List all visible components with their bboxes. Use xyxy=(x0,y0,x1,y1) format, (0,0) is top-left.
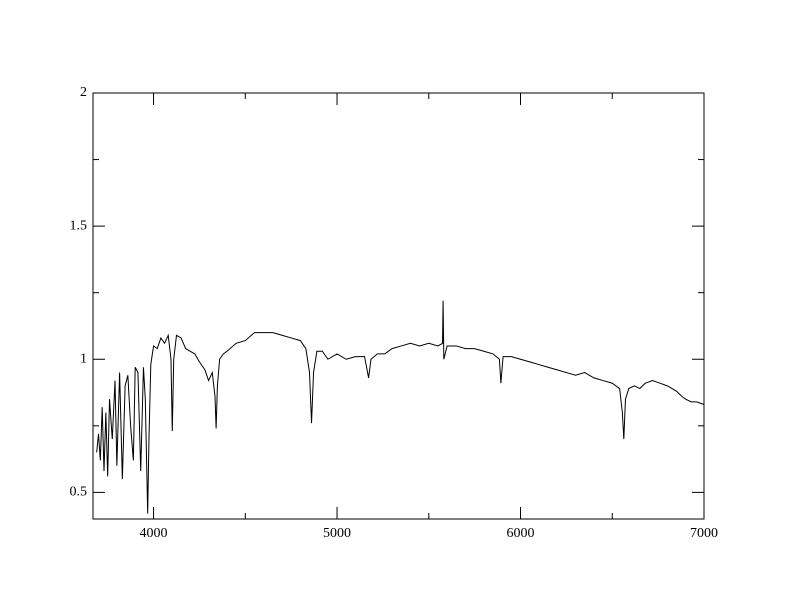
spectrum-line xyxy=(96,300,705,514)
x-tick-label: 7000 xyxy=(690,526,718,541)
y-tick-label: 1 xyxy=(80,351,87,366)
x-tick-label: 6000 xyxy=(507,526,535,541)
y-tick-label: 2 xyxy=(80,85,87,100)
y-tick-label: 0.5 xyxy=(70,485,88,500)
y-tick-label: 1.5 xyxy=(70,218,88,233)
x-tick-label: 5000 xyxy=(323,526,351,541)
x-tick-label: 4000 xyxy=(140,526,168,541)
plot-frame xyxy=(92,92,705,520)
